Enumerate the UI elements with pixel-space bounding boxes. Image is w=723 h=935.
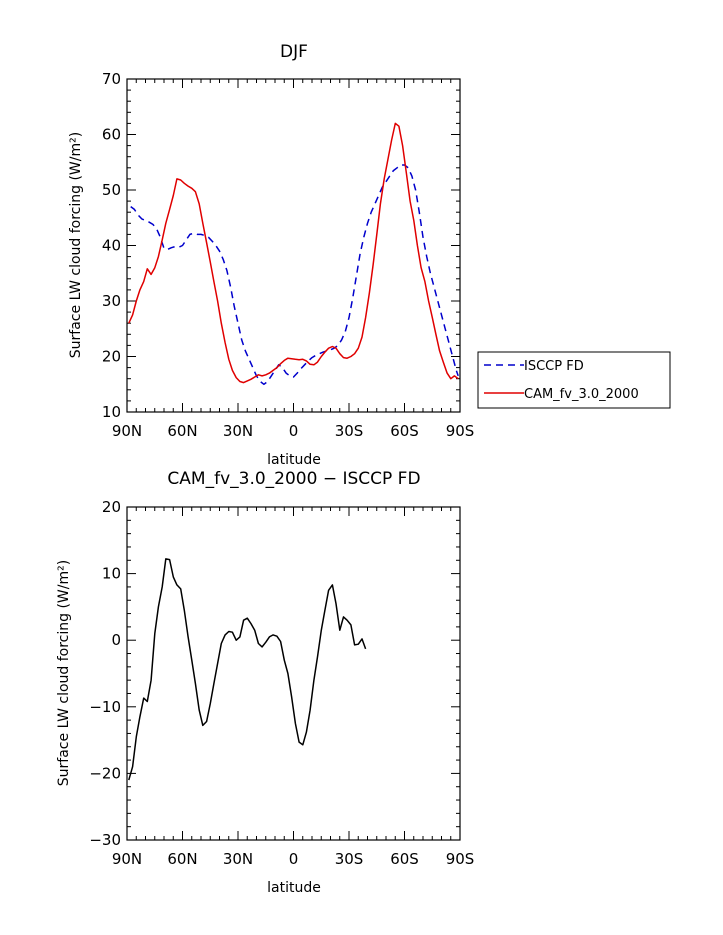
bottom-x-axis-title: latitude [267,880,321,896]
bottom-y-axis-title: Surface LW cloud forcing (W/m²) [56,560,72,786]
y-tick-label: 40 [102,237,121,255]
bottom-axis-ticks: 90N 60N 30N 0 30S 60S 90S −30 −20 −10 0 10 20 [89,498,474,868]
x-tick-label: 60N [167,850,197,868]
top-axis-ticks: 90N 60N 30N 0 30S 60S 90S 10 20 30 40 50 60 70 [102,70,474,440]
x-tick-label: 90N [112,850,142,868]
legend-label-isccp: ISCCP FD [524,359,584,374]
bottom-panel: CAM_fv_3.0_2000 − ISCCP FD 90N 60N 30N 0 30S… [56,469,474,896]
y-tick-label: 20 [102,348,121,366]
top-plot-frame [126,78,461,413]
y-tick-label: 50 [102,181,121,199]
x-tick-label: 30N [223,422,253,440]
y-tick-label: 60 [102,126,121,144]
y-tick-label: −10 [89,698,121,716]
x-tick-label: 90N [112,422,142,440]
legend: ISCCP FD CAM_fv_3.0_2000 [477,351,671,409]
y-tick-label: −30 [89,831,121,849]
top-series-lines [128,122,459,386]
y-tick-label: 0 [111,631,121,649]
x-tick-label: 90S [446,850,475,868]
series-line-difference [128,558,367,781]
legend-label-cam: CAM_fv_3.0_2000 [524,387,639,402]
top-y-axis-title: Surface LW cloud forcing (W/m²) [68,132,84,358]
top-panel: DJF 90N 60N 30N 0 30S 60S 90S 10 20 30 40 50 60 70 la… [68,42,474,468]
x-tick-label: 60N [167,422,197,440]
series-line-cam-fv-3-0-2000 [128,122,459,384]
y-tick-label: 10 [102,565,121,583]
x-tick-label: 30S [335,850,364,868]
y-tick-label: 70 [102,70,121,88]
legend-box [477,351,671,409]
top-x-axis-title: latitude [267,452,321,468]
y-tick-label: 20 [102,498,121,516]
x-tick-label: 60S [390,850,419,868]
x-tick-label: 90S [446,422,475,440]
x-tick-label: 0 [289,422,299,440]
x-tick-label: 60S [390,422,419,440]
x-tick-label: 0 [289,850,299,868]
bottom-plot-frame [126,506,461,841]
bottom-series-lines [128,558,367,781]
y-tick-label: 10 [102,403,121,421]
top-plot-title: DJF [280,42,308,62]
x-tick-label: 30N [223,850,253,868]
x-tick-label: 30S [335,422,364,440]
y-tick-label: −20 [89,764,121,782]
bottom-plot-title: CAM_fv_3.0_2000 − ISCCP FD [167,469,420,489]
y-tick-label: 30 [102,292,121,310]
